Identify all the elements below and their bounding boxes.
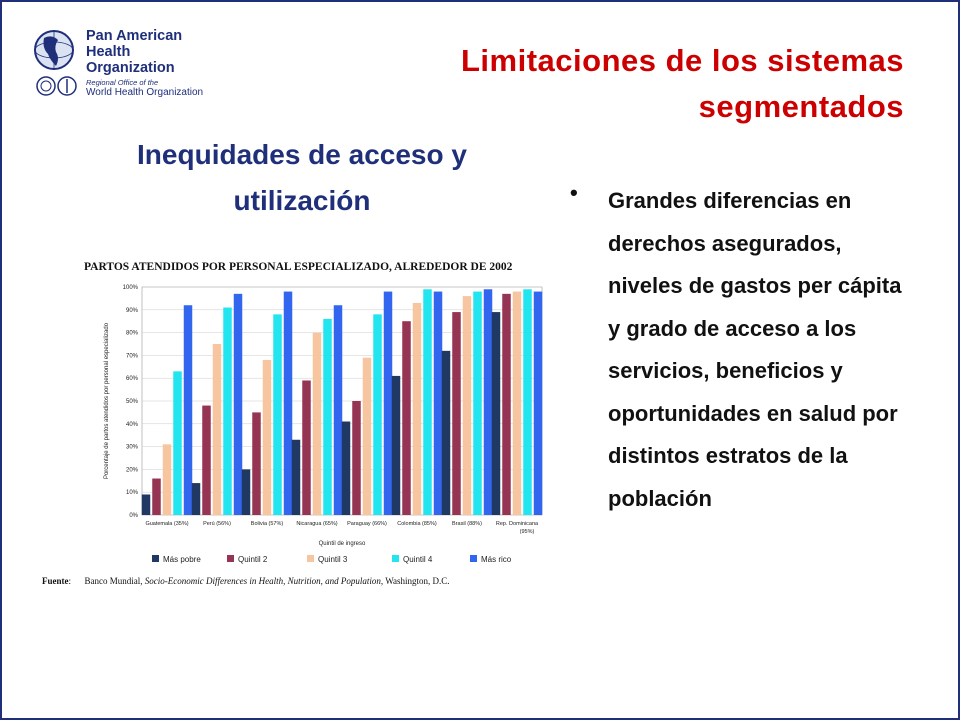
bar-más-rico <box>283 291 293 515</box>
y-tick-label: 30% <box>126 445 139 451</box>
bar-más-pobre <box>391 375 401 515</box>
bar-quintil-3 <box>162 444 172 515</box>
y-tick-label: 0% <box>129 513 138 519</box>
bar-más-pobre <box>191 483 201 515</box>
bar-más-rico <box>483 289 493 515</box>
legend-label: Quintil 2 <box>238 555 268 564</box>
y-tick-label: 60% <box>126 376 139 382</box>
y-tick-label: 90% <box>126 308 139 314</box>
bar-quintil-4 <box>373 314 382 515</box>
bar-quintil-3 <box>362 357 372 515</box>
bullet-dot: • <box>570 180 578 205</box>
y-tick-label: 70% <box>126 353 139 359</box>
bar-quintil-2 <box>202 405 211 515</box>
bar-quintil-4 <box>173 371 182 515</box>
globe-icon <box>34 30 74 70</box>
paho-logo: Pan American Health Organization Regiona… <box>32 28 212 100</box>
bar-quintil-4 <box>323 318 332 515</box>
y-axis-label: Porcentaje de partos atendidos por perso… <box>104 322 110 479</box>
legend-label: Más pobre <box>163 555 201 564</box>
source-note: Fuente: Banco Mundial, Socio-Economic Di… <box>42 576 450 586</box>
bar-quintil-3 <box>262 359 272 515</box>
slide-subtitle: Inequidades de acceso y utilización <box>137 139 467 216</box>
bar-quintil-3 <box>212 344 222 515</box>
x-tick-label: Bolivia (57%) <box>251 521 284 527</box>
bar-quintil-3 <box>412 302 422 515</box>
bullet-text: Grandes diferencias en derechos asegurad… <box>608 188 902 511</box>
bar-quintil-4 <box>273 314 282 515</box>
y-tick-label: 100% <box>123 285 139 291</box>
y-tick-label: 10% <box>126 490 139 496</box>
bar-más-pobre <box>291 439 301 515</box>
legend-swatch <box>152 555 159 562</box>
y-tick-label: 80% <box>126 331 139 337</box>
bar-quintil-4 <box>223 307 232 515</box>
bar-quintil-3 <box>512 291 522 515</box>
x-tick-label: Perú (56%) <box>203 521 231 527</box>
bar-más-rico <box>333 305 343 515</box>
legend-swatch <box>470 555 477 562</box>
x-tick-label: Rep. Dominicana <box>496 521 539 527</box>
logo-subtitle: Regional Office of the World Health Orga… <box>86 78 204 98</box>
y-tick-label: 50% <box>126 399 139 405</box>
legend-swatch <box>392 555 399 562</box>
legend-label: Más rico <box>481 555 512 564</box>
logo-title: Pan American Health Organization <box>86 28 183 76</box>
legend-label: Quintil 4 <box>403 555 433 564</box>
bar-más-rico <box>383 291 393 515</box>
bar-más-rico <box>533 291 543 515</box>
chart: PARTOS ATENDIDOS POR PERSONAL ESPECIALIZ… <box>42 252 562 597</box>
bar-quintil-2 <box>302 380 311 515</box>
bar-quintil-2 <box>402 321 411 515</box>
bar-quintil-4 <box>423 289 432 515</box>
bar-más-pobre <box>441 350 451 515</box>
x-axis-label: Quintil de ingreso <box>319 541 366 547</box>
slide-title: Limitaciones de los sistemas segmentados <box>460 43 904 124</box>
bar-quintil-3 <box>312 332 322 515</box>
x-tick-label: Nicaragua (65%) <box>296 521 337 527</box>
chart-title: PARTOS ATENDIDOS POR PERSONAL ESPECIALIZ… <box>84 261 513 273</box>
x-tick-label: Paraguay (66%) <box>347 521 387 527</box>
bar-quintil-2 <box>502 293 511 515</box>
bar-quintil-2 <box>252 412 261 515</box>
bar-quintil-4 <box>523 289 532 515</box>
legend-swatch <box>227 555 234 562</box>
bar-más-pobre <box>491 312 501 515</box>
x-tick-label: Brasil (88%) <box>452 521 482 527</box>
x-tick-label: Guatemala (35%) <box>145 521 188 527</box>
x-tick-label-pct: (95%) <box>520 529 535 535</box>
x-tick-label: Colombia (85%) <box>397 521 437 527</box>
bar-más-pobre <box>141 494 151 515</box>
bar-más-rico <box>183 305 193 515</box>
y-tick-label: 40% <box>126 422 139 428</box>
y-tick-label: 20% <box>126 467 139 473</box>
bar-quintil-2 <box>352 401 361 515</box>
legend-label: Quintil 3 <box>318 555 348 564</box>
legend-swatch <box>307 555 314 562</box>
bar-quintil-4 <box>473 291 482 515</box>
bar-chart-svg: PARTOS ATENDIDOS POR PERSONAL ESPECIALIZ… <box>84 261 543 564</box>
bar-quintil-3 <box>462 296 472 515</box>
bar-más-pobre <box>241 469 251 515</box>
bar-más-rico <box>233 293 243 515</box>
emblems-icon <box>36 76 77 96</box>
bar-quintil-2 <box>152 478 161 515</box>
bar-quintil-2 <box>452 312 461 515</box>
bar-más-rico <box>433 291 443 515</box>
bar-más-pobre <box>341 421 351 515</box>
